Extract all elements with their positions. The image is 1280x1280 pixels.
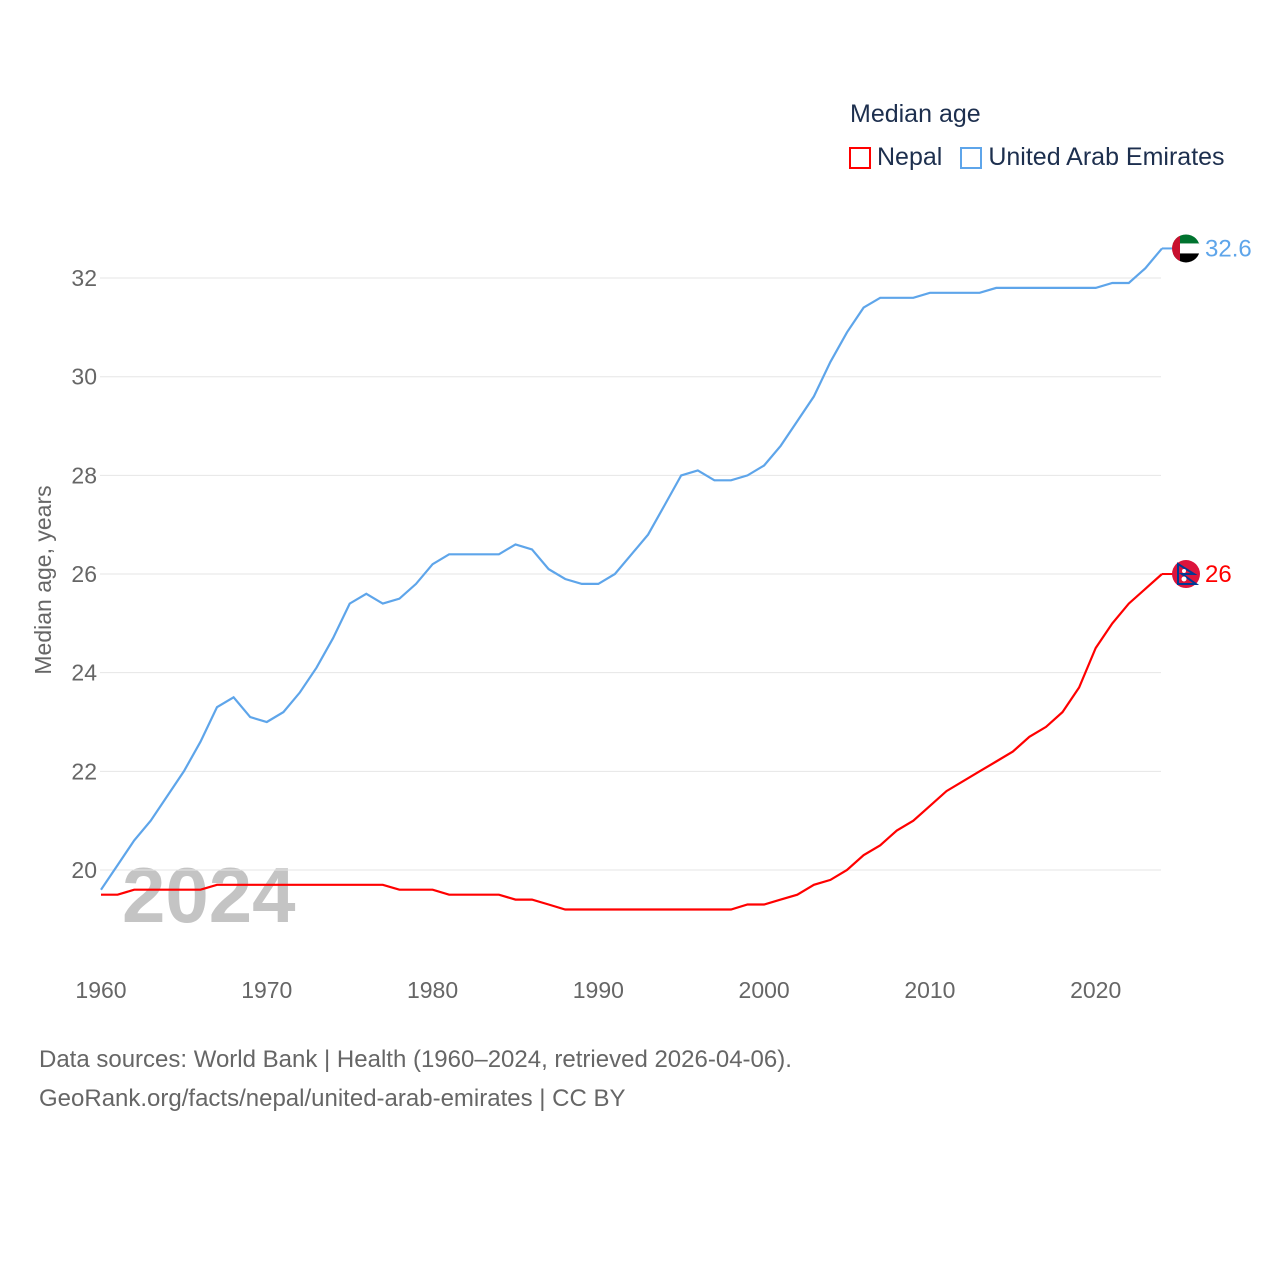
year-watermark: 2024 — [122, 851, 296, 939]
flag-stripe — [1172, 243, 1200, 254]
flag-stripe — [1172, 234, 1180, 263]
y-tick-label: 32 — [71, 265, 97, 291]
source-line: Data sources: World Bank | Health (1960–… — [39, 1046, 792, 1073]
nepal-flag-moon — [1182, 569, 1186, 574]
legend: Nepal United Arab Emirates — [849, 143, 1225, 172]
y-tick-label: 30 — [71, 364, 97, 390]
flag-stripe — [1172, 253, 1200, 263]
y-tick-label: 28 — [71, 462, 97, 488]
legend-title: Median age — [850, 100, 981, 128]
x-tick-label: 1990 — [573, 977, 624, 1003]
source-url[interactable]: GeoRank.org/facts/nepal/united-arab-emir… — [39, 1085, 626, 1112]
legend-swatch-nepal[interactable] — [849, 146, 871, 169]
y-tick-label: 26 — [71, 561, 97, 587]
x-tick-label: 1980 — [407, 977, 458, 1003]
legend-swatch-uae[interactable] — [960, 146, 983, 169]
legend-label-uae[interactable]: United Arab Emirates — [988, 143, 1225, 171]
y-tick-label: 20 — [71, 857, 97, 883]
nepal-flag-sun — [1181, 576, 1187, 582]
x-tick-label: 2000 — [739, 977, 790, 1003]
series-line-uae — [100, 247, 1163, 891]
y-tick-label: 24 — [71, 660, 97, 686]
x-tick-label: 2020 — [1070, 977, 1121, 1003]
y-axis-label: Median age, years — [30, 485, 56, 674]
y-tick-label: 22 — [71, 758, 97, 784]
x-tick-label: 2010 — [904, 977, 955, 1003]
end-value-label: 26 — [1205, 561, 1232, 588]
flag-stripe — [1172, 234, 1200, 245]
x-tick-label: 1960 — [75, 977, 126, 1003]
end-value-label: 32.6 — [1205, 235, 1252, 262]
x-tick-label: 1970 — [241, 977, 292, 1003]
legend-label-nepal[interactable]: Nepal — [877, 143, 943, 171]
